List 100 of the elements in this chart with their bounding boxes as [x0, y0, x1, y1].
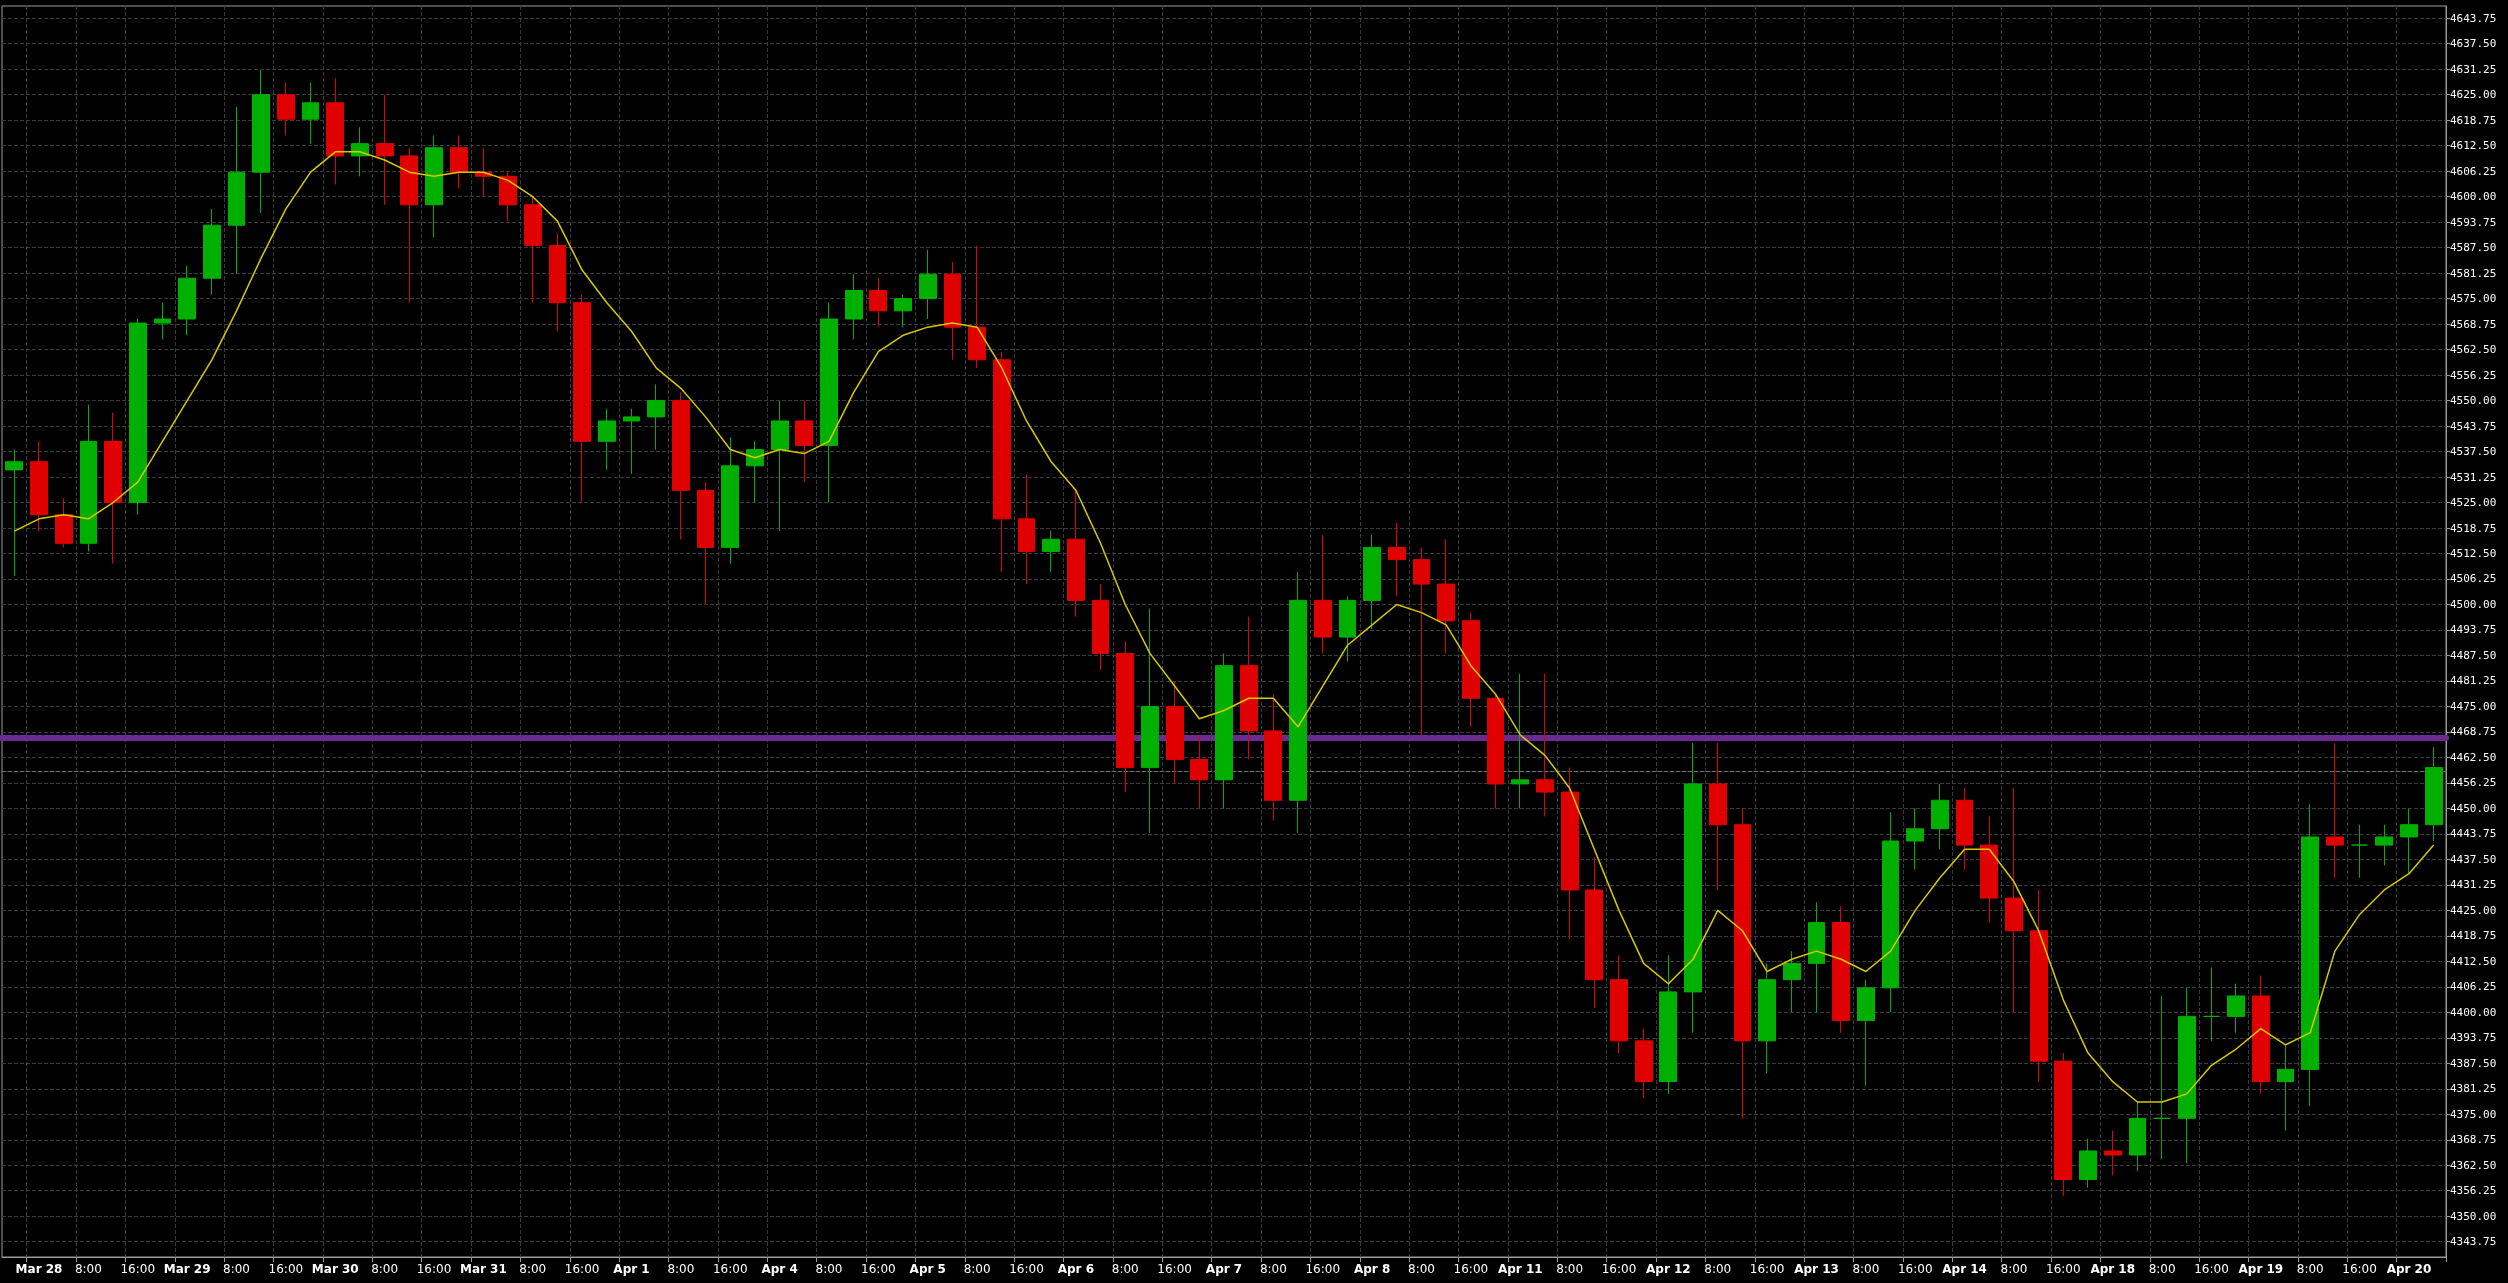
candlestick: [1092, 583, 1109, 671]
x-tick-label: 8:00: [2296, 1262, 2324, 1276]
candlestick: [1857, 979, 1875, 1087]
candlestick: [598, 408, 616, 471]
x-tick-label: 8:00: [371, 1262, 399, 1276]
candlestick: [524, 196, 542, 304]
candlestick: [2277, 1044, 2294, 1132]
y-tick-label: 4631.25: [2450, 62, 2497, 76]
x-tick-label: 8:00: [963, 1262, 991, 1276]
x-tick-label: Apr 6: [1057, 1262, 1095, 1276]
candlestick: [721, 436, 739, 565]
x-tick-label: Mar 28: [15, 1262, 63, 1276]
candlestick: [2079, 1138, 2097, 1189]
candlestick: [771, 400, 789, 532]
x-tick-label: 8:00: [2148, 1262, 2176, 1276]
x-tick-label: 16:00: [1749, 1262, 1785, 1276]
x-tick-label: Apr 13: [1794, 1262, 1839, 1276]
candlestick: [1832, 905, 1850, 1034]
y-tick-label: 4525.00: [2450, 496, 2497, 510]
x-tick-label: 8:00: [1111, 1262, 1139, 1276]
candlestick: [549, 232, 566, 332]
y-tick-label: 4375.00: [2450, 1107, 2497, 1121]
candlestick: [1166, 681, 1184, 785]
x-tick-label: 16:00: [2194, 1262, 2229, 1276]
candlestick: [2203, 966, 2220, 1042]
y-tick-label: 4450.00: [2450, 801, 2497, 815]
candlestick: [203, 208, 221, 296]
y-tick-label: 4537.50: [2450, 445, 2497, 459]
x-tick-label: 8:00: [74, 1262, 102, 1276]
x-tick-label: 8:00: [667, 1262, 695, 1276]
y-tick-label: 4431.25: [2450, 878, 2497, 892]
candlestick: [1783, 950, 1801, 1013]
candlestick: [869, 277, 887, 328]
candlestick: [326, 77, 344, 185]
y-tick-label: 4500.00: [2450, 597, 2497, 611]
y-tick-label: 4356.25: [2450, 1184, 2497, 1198]
candlestick: [425, 134, 443, 238]
y-tick-label: 4625.00: [2450, 88, 2497, 102]
candlestick: [1684, 742, 1702, 1034]
x-tick-label: 8:00: [1556, 1262, 1584, 1276]
y-tick-label: 4443.75: [2450, 827, 2497, 841]
candlestick: [1462, 612, 1480, 728]
y-tick-label: 4362.50: [2450, 1158, 2497, 1172]
y-tick-label: 4425.00: [2450, 903, 2497, 917]
candlestick: [1289, 571, 1307, 834]
candlestick: [80, 404, 97, 552]
y-tick-label: 4406.25: [2450, 980, 2497, 994]
candlestick: [1240, 616, 1258, 760]
y-tick-label: 4643.75: [2450, 11, 2497, 25]
x-tick-label: 8:00: [1408, 1262, 1435, 1276]
candlestick: [1042, 530, 1060, 573]
y-tick-label: 4387.50: [2450, 1056, 2497, 1070]
candlestick: [845, 273, 863, 340]
candlestick: [2104, 1130, 2122, 1176]
candlestick: [944, 261, 961, 361]
candlestick: [1659, 954, 1677, 1095]
x-tick-label: 8:00: [1259, 1262, 1287, 1276]
candlestick: [2178, 987, 2196, 1164]
y-tick-label: 4475.00: [2450, 699, 2497, 713]
candlestick: [154, 302, 171, 340]
candlestick: [1931, 783, 1949, 850]
candlestick: [2252, 975, 2270, 1095]
candlestick: [2351, 824, 2368, 879]
candlestick: [1709, 742, 1727, 891]
candlestick: [55, 497, 73, 548]
y-tick-label: 4568.75: [2450, 317, 2497, 331]
x-tick-label: Apr 8: [1353, 1262, 1391, 1276]
y-tick-label: 4637.50: [2450, 37, 2497, 51]
y-tick-label: 4531.25: [2450, 470, 2497, 484]
x-tick-label: 16:00: [712, 1262, 748, 1276]
candlestick: [1413, 546, 1430, 736]
y-tick-label: 4412.50: [2450, 954, 2497, 968]
y-tick-label: 4512.50: [2450, 547, 2497, 560]
candlestick: [894, 294, 912, 328]
x-tick-label: 8:00: [1852, 1262, 1880, 1276]
y-tick-label: 4556.25: [2450, 368, 2497, 382]
x-tick-label: 16:00: [416, 1262, 452, 1276]
candlestick: [1264, 693, 1282, 822]
candlestick: [2005, 787, 2023, 1013]
candlestick: [623, 408, 640, 475]
y-tick-label: 4581.25: [2450, 266, 2497, 280]
x-tick-label: 16:00: [1305, 1262, 1341, 1276]
y-tick-label: 4437.50: [2450, 852, 2497, 866]
x-tick-label: 8:00: [2000, 1262, 2028, 1276]
candlestick: [746, 440, 764, 504]
candlestick: [1980, 816, 1998, 924]
y-tick-label: 4543.75: [2450, 419, 2497, 433]
x-tick-label: 16:00: [1601, 1262, 1637, 1276]
candlestick: [1758, 962, 1776, 1074]
candlestick: [2400, 807, 2418, 875]
y-tick-label: 4393.75: [2450, 1031, 2497, 1045]
candlestick: [2153, 995, 2171, 1160]
x-tick-label: Apr 5: [909, 1262, 946, 1276]
x-tick-label: Apr 14: [1942, 1262, 1987, 1276]
line-series: [13, 151, 2435, 1103]
candlestick: [499, 171, 517, 222]
candlestick: [1734, 807, 1751, 1119]
x-tick-label: 16:00: [268, 1262, 304, 1276]
x-tick-label: Apr 11: [1497, 1262, 1543, 1276]
x-tick-label: Apr 18: [2090, 1262, 2136, 1276]
